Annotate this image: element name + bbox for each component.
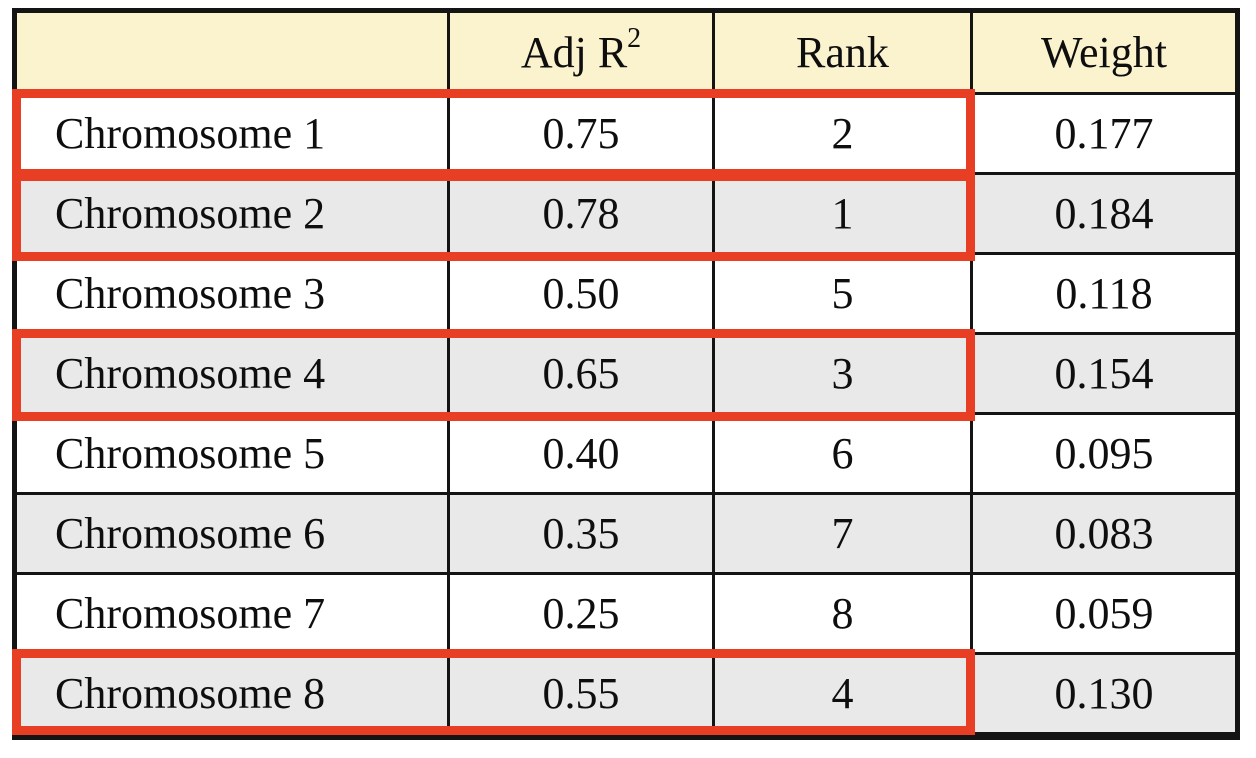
weight-value: 0.059: [1054, 588, 1154, 638]
row-label: Chromosome 6: [17, 495, 450, 572]
adj-r2-value: 0.75: [450, 95, 715, 172]
rank-value: 2: [715, 95, 973, 172]
table-row: Chromosome 5 0.40 6 0.095: [17, 415, 1235, 495]
adj-r2-value: 0.50: [450, 255, 715, 332]
weight-value: 0.130: [1054, 668, 1154, 718]
table-row: Chromosome 4 0.65 3 0.154: [17, 335, 1235, 415]
table-row: Chromosome 8 0.55 4 0.130: [17, 655, 1235, 735]
row-label: Chromosome 5: [17, 415, 450, 492]
weight-value: 0.154: [1054, 348, 1154, 398]
table-row: Chromosome 2 0.78 1 0.184: [17, 175, 1235, 255]
rank-value: 5: [715, 255, 973, 332]
weight-value: 0.095: [1054, 428, 1154, 478]
header-cell-weight: Weight: [1041, 27, 1167, 77]
rank-value: 7: [715, 495, 973, 572]
table-row: Chromosome 3 0.50 5 0.118: [17, 255, 1235, 335]
weight-value: 0.184: [1054, 188, 1154, 238]
rank-value: 6: [715, 415, 973, 492]
adj-r2-value: 0.55: [450, 655, 715, 732]
row-label: Chromosome 2: [17, 175, 450, 252]
row-label: Chromosome 8: [17, 655, 450, 732]
adj-r2-value: 0.25: [450, 575, 715, 652]
weight-value: 0.177: [1054, 108, 1154, 158]
rank-value: 8: [715, 575, 973, 652]
row-label: Chromosome 4: [17, 335, 450, 412]
adj-r2-value: 0.40: [450, 415, 715, 492]
row-label: Chromosome 3: [17, 255, 450, 332]
adj-r2-label: Adj R: [520, 27, 628, 77]
table-row: Chromosome 1 0.75 2 0.177: [17, 95, 1235, 175]
rank-value: 3: [715, 335, 973, 412]
adj-r2-value: 0.65: [450, 335, 715, 412]
adj-r2-value: 0.78: [450, 175, 715, 252]
rank-value: 1: [715, 175, 973, 252]
header-cell-rank: Rank: [715, 13, 973, 92]
weight-value: 0.083: [1054, 508, 1154, 558]
table-row: Chromosome 6 0.35 7 0.083: [17, 495, 1235, 575]
adj-r2-superscript: 2: [627, 22, 642, 54]
row-label: Chromosome 7: [17, 575, 450, 652]
adj-r2-value: 0.35: [450, 495, 715, 572]
table-row: Chromosome 7 0.25 8 0.059: [17, 575, 1235, 655]
row-label: Chromosome 1: [17, 95, 450, 172]
weight-value: 0.118: [1055, 268, 1153, 318]
rank-value: 4: [715, 655, 973, 732]
header-cell-empty: [17, 13, 450, 92]
